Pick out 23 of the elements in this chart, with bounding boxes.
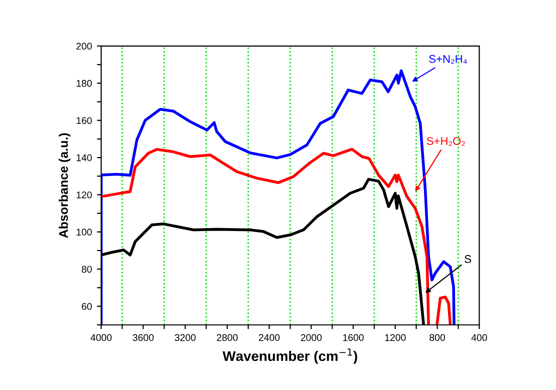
x-tick-label: 800 — [430, 334, 445, 342]
y-tick-label: 200 — [76, 42, 92, 50]
y-tick-label: 60 — [82, 303, 92, 310]
annotation: S+H₂O₂ — [426, 137, 465, 146]
x-tick-label: 1200 — [385, 334, 406, 342]
x-tick-label: 3200 — [174, 334, 196, 342]
x-tick-label: 1600 — [343, 334, 364, 342]
y-tick-label: 100 — [76, 228, 92, 236]
y-axis-title: Absorbance (a.u.) — [58, 133, 70, 238]
x-axis-title: Wavenumber (cm$^{−1}$) — [222, 348, 358, 364]
x-tick-label: 2400 — [258, 334, 280, 342]
x-tick-label: 2800 — [216, 334, 238, 342]
y-tick-label: 140 — [76, 154, 92, 162]
x-tick-label: 400 — [471, 334, 488, 342]
y-tick-label: 80 — [82, 266, 92, 273]
annotation: S — [464, 255, 472, 263]
x-tick-label: 2000 — [300, 334, 322, 342]
y-tick-label: 120 — [76, 191, 92, 198]
x-tick-label: 4000 — [90, 334, 112, 342]
annotation: S+N₂H₄ — [429, 54, 467, 64]
x-tick-label: 3600 — [132, 334, 154, 342]
y-tick-label: 180 — [76, 80, 92, 87]
y-tick-label: 160 — [76, 117, 92, 124]
